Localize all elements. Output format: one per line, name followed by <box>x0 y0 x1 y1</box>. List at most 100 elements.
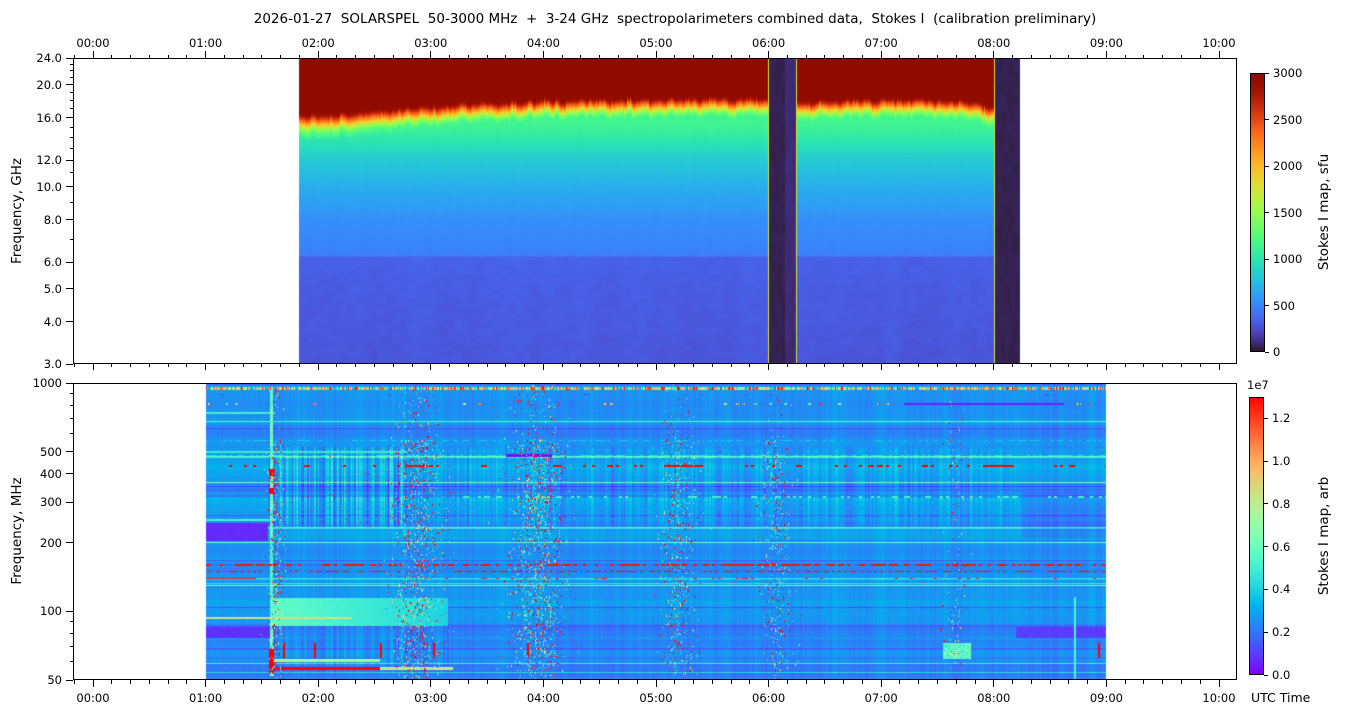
tick-mark <box>467 54 469 58</box>
tick-mark <box>69 63 73 65</box>
tick-mark <box>69 126 73 128</box>
tick-mark <box>861 54 863 58</box>
tick-label: 08:00 <box>977 36 1011 50</box>
tick-label: 04:00 <box>526 691 560 705</box>
tick-mark <box>749 364 751 367</box>
tick-mark <box>617 680 619 684</box>
tick-mark <box>599 54 601 58</box>
tick-mark <box>1087 54 1089 58</box>
tick-mark <box>355 680 357 684</box>
tick-label: 0.6 <box>1272 539 1291 554</box>
tick-mark <box>599 680 601 684</box>
tick-label: 6.0 <box>43 255 62 269</box>
tick-mark <box>430 364 432 370</box>
tick-mark <box>66 610 73 612</box>
tick-label: 400 <box>40 466 62 481</box>
tick-mark <box>974 364 976 367</box>
tick-mark <box>768 51 770 58</box>
tick-mark <box>69 147 73 149</box>
tick-mark <box>824 680 826 684</box>
tick-mark <box>486 364 488 367</box>
tick-mark <box>1180 364 1182 367</box>
tick-mark <box>937 54 938 58</box>
tick-mark <box>880 680 882 687</box>
tick-mark <box>186 364 188 367</box>
tick-label: 01:00 <box>189 36 223 50</box>
tick-mark <box>374 680 375 684</box>
tick-mark <box>449 680 451 684</box>
tick-label: 02:00 <box>301 36 335 50</box>
tick-mark <box>69 77 73 79</box>
tick-mark <box>69 417 73 419</box>
tick-mark <box>467 680 469 684</box>
tick-mark <box>955 364 957 367</box>
tick-mark <box>130 364 132 367</box>
tick-label: 20.0 <box>36 77 62 92</box>
tick-mark <box>486 54 488 58</box>
tick-mark <box>880 51 882 58</box>
tick-mark <box>1124 680 1126 684</box>
tick-label: 300 <box>40 495 62 510</box>
tick-mark <box>693 364 695 367</box>
tick-mark <box>111 54 113 58</box>
tick-mark <box>636 680 638 684</box>
top-y-axis-label: Frequency, GHz <box>9 157 25 265</box>
tick-mark <box>993 51 995 58</box>
tick-mark <box>1264 631 1268 633</box>
tick-mark <box>1087 364 1089 367</box>
tick-mark <box>805 680 807 684</box>
tick-mark <box>1105 680 1107 687</box>
tick-mark <box>937 364 938 367</box>
tick-mark <box>524 54 526 58</box>
tick-label: 07:00 <box>864 691 898 705</box>
tick-label: 1.2 <box>1272 411 1291 426</box>
tick-mark <box>1124 54 1126 58</box>
tick-mark <box>280 364 282 367</box>
tick-mark <box>1012 680 1014 684</box>
tick-mark <box>655 364 657 370</box>
tick-mark <box>674 54 676 58</box>
tick-mark <box>486 680 488 684</box>
tick-mark <box>580 364 582 367</box>
tick-label: 3.0 <box>43 357 62 371</box>
tick-mark <box>1218 364 1220 370</box>
tick-mark <box>993 364 995 370</box>
tick-mark <box>69 433 73 435</box>
tick-mark <box>655 51 657 58</box>
tick-mark <box>1068 364 1070 367</box>
tick-label: 16.0 <box>36 110 62 125</box>
tick-mark <box>1012 364 1014 367</box>
tick-mark <box>1162 54 1164 58</box>
tick-mark <box>69 91 73 93</box>
tick-mark <box>66 679 73 681</box>
tick-mark <box>111 680 113 684</box>
tick-mark <box>69 70 73 72</box>
tick-mark <box>66 84 73 86</box>
tick-mark <box>899 54 901 58</box>
tick-mark <box>411 680 413 684</box>
tick-mark <box>69 404 73 406</box>
tick-mark <box>805 364 807 367</box>
tick-mark <box>167 680 169 684</box>
tick-mark <box>186 680 188 684</box>
tick-mark <box>1087 680 1089 684</box>
bottom-y-axis-label: Frequency, MHz <box>9 477 25 585</box>
tick-label: 05:00 <box>639 691 673 705</box>
tick-mark <box>130 54 132 58</box>
tick-mark <box>374 364 375 367</box>
tick-label: 100 <box>40 604 62 619</box>
tick-mark <box>69 99 73 101</box>
tick-label: 1.0 <box>1272 454 1291 469</box>
tick-mark <box>298 680 300 684</box>
tick-mark <box>66 219 73 221</box>
tick-mark <box>524 364 526 367</box>
tick-mark <box>148 54 150 58</box>
tick-mark <box>280 680 282 684</box>
tick-mark <box>449 54 451 58</box>
tick-mark <box>69 392 73 394</box>
tick-label: 08:00 <box>977 691 1011 705</box>
tick-mark <box>1030 680 1032 684</box>
tick-label: 10.0 <box>36 179 62 194</box>
tick-label: 2500 <box>1273 112 1303 127</box>
tick-mark <box>1199 364 1201 367</box>
